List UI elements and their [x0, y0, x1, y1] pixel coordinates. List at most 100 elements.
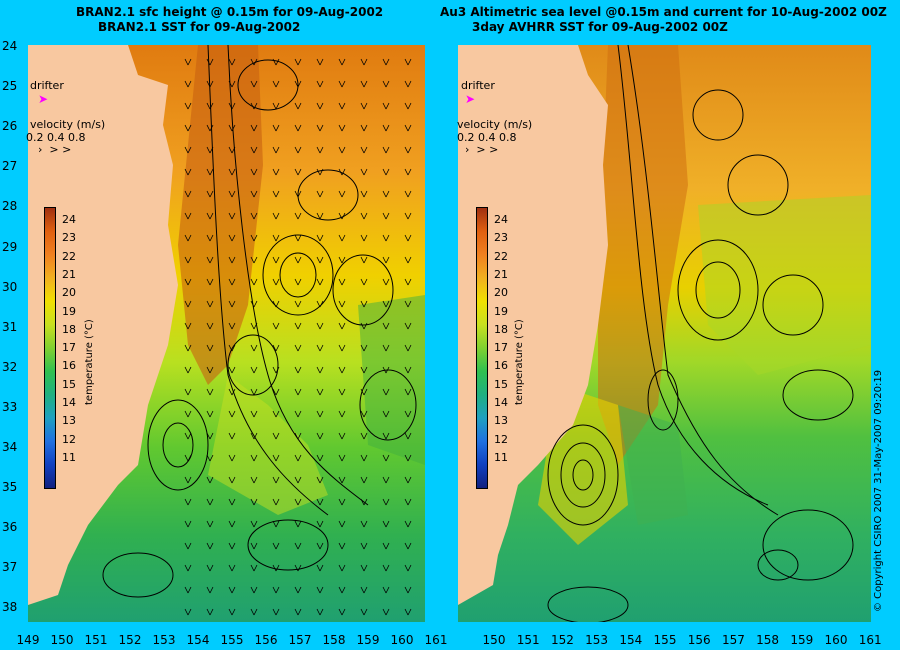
lon-label: 150 [50, 633, 74, 647]
velocity-arrow [250, 476, 258, 484]
lon-label: 151 [516, 633, 540, 647]
velocity-arrow [404, 102, 412, 110]
lon-label: 161 [858, 633, 882, 647]
velocity-arrow [228, 102, 236, 110]
velocity-arrow [404, 366, 412, 374]
colorbar-tick-label: 17 [62, 341, 76, 355]
velocity-arrow [338, 564, 346, 572]
velocity-arrow [250, 388, 258, 396]
velocity-arrow [228, 146, 236, 154]
lon-label: 158 [756, 633, 780, 647]
lat-label: 26 [2, 119, 18, 134]
velocity-arrow [360, 168, 368, 176]
velocity-arrow [360, 388, 368, 396]
velocity-arrow [338, 300, 346, 308]
lat-label: 24 [2, 39, 18, 53]
velocity-arrow [272, 542, 280, 550]
velocity-arrow [404, 388, 412, 396]
velocity-arrow [360, 564, 368, 572]
velocity-arrow [338, 432, 346, 440]
velocity-arrow [184, 586, 192, 594]
velocity-arrow [360, 102, 368, 110]
lat-label: 34 [2, 440, 18, 454]
velocity-arrow [250, 102, 258, 110]
velocity-arrow [404, 476, 412, 484]
velocity-arrow [272, 212, 280, 220]
velocity-arrow [250, 322, 258, 330]
velocity-arrow [338, 80, 346, 88]
velocity-arrow [338, 366, 346, 374]
velocity-arrow [382, 168, 390, 176]
velocity-arrow [294, 58, 302, 66]
velocity-arrow [382, 542, 390, 550]
velocity-arrow [206, 124, 214, 132]
colorbar-tick-label: 21 [494, 267, 508, 281]
velocity-arrow [316, 388, 324, 396]
velocity-arrow [404, 58, 412, 66]
lon-label: 158 [322, 633, 346, 647]
lon-label: 156 [254, 633, 278, 647]
velocity-arrow [228, 212, 236, 220]
velocity-arrow [360, 234, 368, 242]
velocity-arrow [404, 410, 412, 418]
velocity-arrow [250, 344, 258, 352]
velocity-arrow [228, 432, 236, 440]
lat-label: 33 [2, 399, 18, 414]
velocity-arrow [316, 564, 324, 572]
lat-label: 31 [2, 319, 18, 334]
velocity-arrow [228, 476, 236, 484]
velocity-arrow [294, 344, 302, 352]
velocity-arrow [360, 124, 368, 132]
colorbar-tick-label: 19 [494, 304, 508, 318]
velocity-arrow [184, 476, 192, 484]
velocity-arrow [228, 234, 236, 242]
velocity-arrow [360, 278, 368, 286]
velocity-arrow [250, 146, 258, 154]
velocity-arrow [250, 564, 258, 572]
velocity-arrow [316, 234, 324, 242]
velocity-arrow [250, 300, 258, 308]
velocity-arrow [404, 256, 412, 264]
velocity-arrow [360, 608, 368, 616]
velocity-arrow [294, 410, 302, 418]
velocity-arrow [382, 124, 390, 132]
velocity-arrow [294, 256, 302, 264]
velocity-arrow [206, 190, 214, 198]
velocity-arrow [206, 564, 214, 572]
colorbar-tick-label: 23 [62, 231, 76, 245]
velocity-arrow [228, 608, 236, 616]
velocity-arrow [206, 234, 214, 242]
velocity-arrow [228, 564, 236, 572]
colorbar-tick-label: 15 [62, 377, 76, 391]
velocity-arrow [250, 234, 258, 242]
velocity-arrow [360, 498, 368, 506]
velocity-arrow [316, 300, 324, 308]
colorbar-tick-label: 12 [494, 432, 508, 446]
colorbar-tick-label: 14 [494, 396, 508, 409]
velocity-arrow [228, 388, 236, 396]
velocity-arrow [316, 432, 324, 440]
colorbar-tick-label: 20 [494, 286, 508, 300]
velocity-arrow [316, 124, 324, 132]
velocity-arrow [316, 102, 324, 110]
lon-label: 160 [824, 633, 848, 647]
colorbar-right [476, 207, 488, 489]
velocity-arrow [404, 212, 412, 220]
velocity-arrow [404, 432, 412, 440]
velocity-arrow [228, 366, 236, 374]
velocity-arrows-right: › > > [465, 143, 499, 156]
velocity-arrow [404, 300, 412, 308]
velocity-arrow [184, 322, 192, 330]
lon-label: 157 [721, 633, 745, 647]
velocity-arrow [206, 388, 214, 396]
velocity-arrow [316, 344, 324, 352]
velocity-arrow [250, 366, 258, 374]
velocity-arrow [184, 564, 192, 572]
colorbar-tick-label: 21 [62, 267, 76, 281]
velocity-arrow [316, 586, 324, 594]
velocity-arrow [382, 564, 390, 572]
drifter-icon-right: ➤ [465, 92, 476, 106]
velocity-arrow [206, 168, 214, 176]
velocity-arrow [228, 58, 236, 66]
velocity-arrow [404, 520, 412, 528]
